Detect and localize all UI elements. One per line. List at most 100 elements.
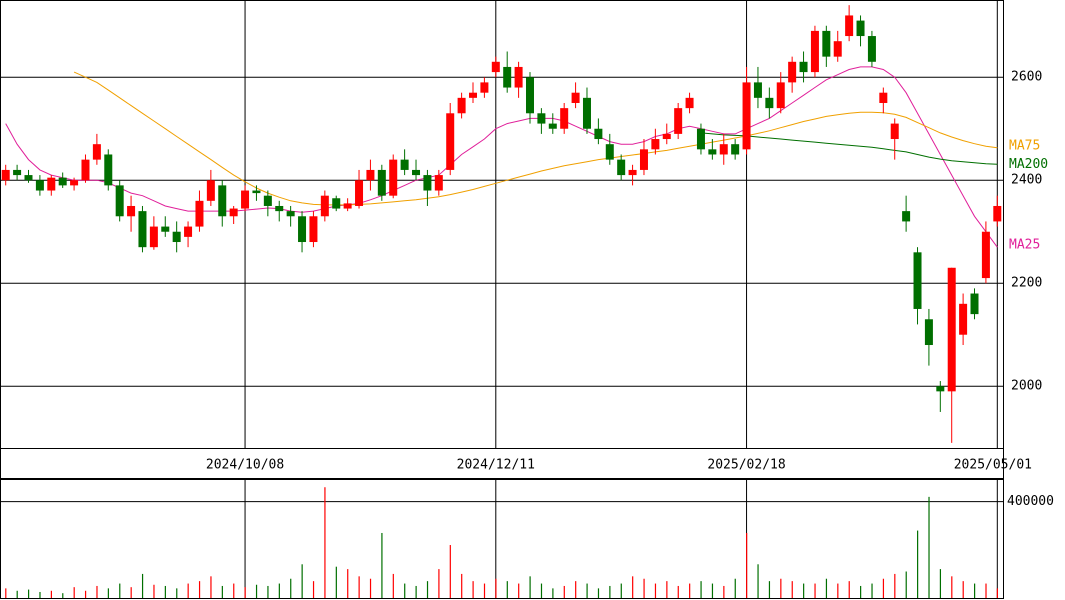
candle-body xyxy=(594,128,603,140)
volume-bar xyxy=(176,588,178,598)
volume-bar xyxy=(928,496,930,598)
volume-bar xyxy=(461,573,463,598)
candle-body xyxy=(959,303,968,335)
candle-body xyxy=(833,41,842,57)
candle-body xyxy=(252,190,261,194)
candle-body xyxy=(810,30,819,73)
candle-body xyxy=(263,195,272,206)
candle-body xyxy=(229,208,238,217)
candle-body xyxy=(58,177,67,186)
candle-body xyxy=(127,205,136,217)
volume-bar xyxy=(905,571,907,598)
ma-line xyxy=(5,66,998,248)
volume-bar xyxy=(449,545,451,598)
candle-body xyxy=(241,190,250,209)
candle-body xyxy=(206,180,215,201)
volume-bar xyxy=(290,578,292,598)
volume-bar xyxy=(985,583,987,598)
candle-body xyxy=(856,20,865,37)
candle-body xyxy=(845,15,854,37)
volume-bar xyxy=(746,532,748,598)
candle-body xyxy=(947,267,956,392)
volume-bar xyxy=(939,569,942,598)
candle-body xyxy=(92,144,101,160)
volume-bar xyxy=(996,588,999,598)
volume-bar xyxy=(164,585,166,598)
volume-bar xyxy=(654,583,657,598)
candle-body xyxy=(662,133,671,140)
volume-bar xyxy=(871,583,873,598)
candle-body xyxy=(936,386,945,392)
volume-bar xyxy=(803,583,805,598)
volume-bar xyxy=(757,564,759,598)
candle-body xyxy=(366,169,375,181)
candle-body xyxy=(731,144,740,155)
volume-bar xyxy=(16,590,18,598)
candle-body xyxy=(970,293,979,315)
volume-bar xyxy=(666,581,668,598)
volume-bar xyxy=(825,578,828,598)
volume-bar xyxy=(244,587,246,598)
volume-bar xyxy=(518,583,520,598)
volume-bar xyxy=(210,576,212,598)
volume-bar xyxy=(62,593,64,598)
candle-body xyxy=(161,226,170,232)
candle-body xyxy=(902,211,911,222)
volume-bar xyxy=(620,583,622,598)
candle-body xyxy=(457,97,466,114)
candle-body xyxy=(674,108,683,134)
candle-body xyxy=(742,82,751,150)
x-tick-label: 2024/12/11 xyxy=(457,458,535,473)
candle-body xyxy=(309,216,318,243)
volume-bar xyxy=(814,583,816,598)
volume-bar xyxy=(483,583,486,598)
volume-bar xyxy=(609,585,611,598)
candle-body xyxy=(377,169,386,196)
ma-line xyxy=(73,71,998,206)
candle-body xyxy=(788,61,797,83)
candle-body xyxy=(1,169,10,181)
volume-bar xyxy=(472,581,474,598)
candle-body xyxy=(434,175,443,191)
ma-label: MA75 xyxy=(1009,138,1040,153)
ma-label: MA25 xyxy=(1009,238,1040,253)
volume-bar xyxy=(233,583,235,598)
volume-bar xyxy=(404,583,406,598)
volume-bar xyxy=(552,588,554,598)
y-tick-label: 400000 xyxy=(1007,494,1054,509)
volume-bar xyxy=(586,583,588,598)
candle-body xyxy=(582,97,591,129)
candle-body xyxy=(149,226,158,248)
candle-body xyxy=(275,205,284,212)
candle-body xyxy=(423,175,432,191)
candle-body xyxy=(332,198,341,209)
candle-body xyxy=(628,169,637,176)
candle-body xyxy=(469,92,478,98)
volume-bar xyxy=(153,584,155,598)
candle-body xyxy=(867,36,876,62)
candle-body xyxy=(218,185,227,217)
volume-bar xyxy=(312,581,315,598)
candle-body xyxy=(138,211,147,248)
volume-bar xyxy=(392,573,394,598)
candle-body xyxy=(822,30,831,57)
candle-body xyxy=(765,97,774,109)
candle-body xyxy=(617,159,626,176)
volume-bar xyxy=(575,581,577,598)
candle-body xyxy=(651,139,660,150)
volume-bar xyxy=(84,590,87,598)
x-tick-label: 2024/10/08 xyxy=(206,458,284,473)
ma-label: MA200 xyxy=(1009,157,1048,172)
volume-bar xyxy=(677,585,679,598)
volume-bar xyxy=(563,585,565,598)
candle-body xyxy=(537,113,546,124)
y-tick-label: 2200 xyxy=(1011,276,1042,291)
candle-body xyxy=(924,319,933,346)
volume-bar xyxy=(267,585,269,598)
candle-body xyxy=(913,252,922,309)
y-tick-label: 2400 xyxy=(1011,173,1042,188)
candle-body xyxy=(24,175,33,181)
candle-body xyxy=(685,97,694,109)
candle-body xyxy=(355,180,364,206)
candle-body xyxy=(115,185,124,217)
